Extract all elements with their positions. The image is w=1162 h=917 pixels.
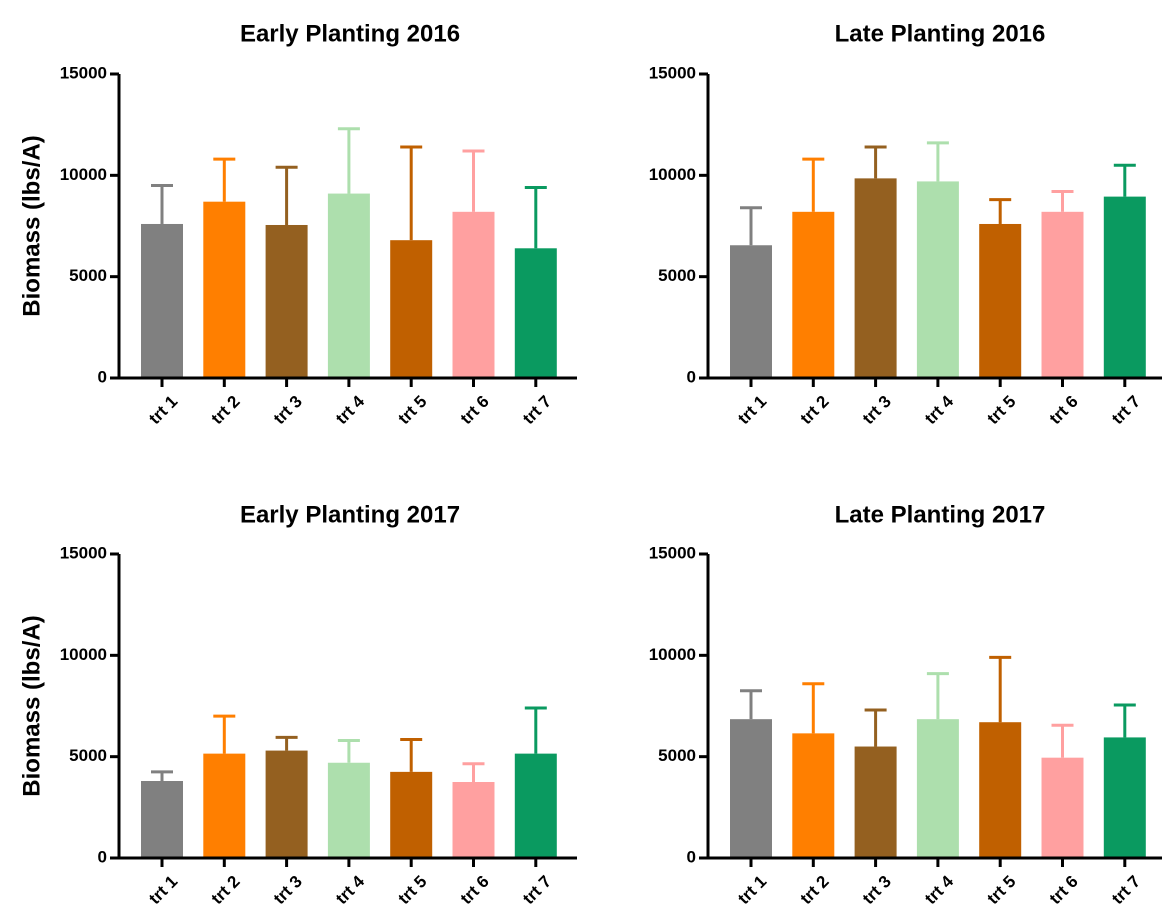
x-tick-label-trt-1: trt 1 [145,872,181,908]
y-tick-label: 0 [687,367,696,386]
y-tick-label: 10000 [649,165,696,184]
x-tick-label-trt-6: trt 6 [457,392,493,428]
x-tick-label-trt-5: trt 5 [983,872,1019,908]
bar-trt-1 [730,719,772,858]
bar-trt-4 [916,719,959,858]
x-tick-label-trt-5: trt 5 [394,392,430,428]
bar-trt-3 [854,178,897,378]
y-axis-label: Biomass (lbs/A) [18,135,45,316]
y-tick-label: 0 [98,847,107,866]
x-tick-label-trt-4: trt 4 [921,871,958,908]
x-tick-label-trt-4: trt 4 [332,871,369,908]
x-tick-label-trt-6: trt 6 [1046,872,1082,908]
x-tick-label-trt-7: trt 7 [519,872,555,908]
y-axis-label: Biomass (lbs/A) [18,615,45,796]
bar-trt-2 [203,201,246,378]
x-tick-label-trt-6: trt 6 [1046,392,1082,428]
bar-trt-7 [1103,737,1146,858]
x-tick-label-trt-4: trt 4 [332,391,369,428]
bar-trt-4 [327,193,370,378]
bar-trt-5 [390,771,433,858]
bar-trt-3 [265,750,308,858]
x-tick-label-trt-2: trt 2 [796,872,832,908]
y-tick-label: 10000 [649,645,696,664]
y-tick-label: 15000 [649,543,696,562]
x-tick-label-trt-2: trt 2 [207,872,243,908]
chart-title: Late Planting 2017 [835,501,1046,528]
bar-trt-4 [916,181,959,378]
y-tick-label: 10000 [60,165,107,184]
x-tick-label-trt-3: trt 3 [270,392,306,428]
bar-trt-6 [452,782,495,858]
chart-title: Early Planting 2016 [240,20,460,47]
bar-trt-5 [979,223,1022,378]
bar-trt-1 [141,780,183,858]
chart-panel-early-2017: Early Planting 2017 Biomass (lbs/A) 0 5000 1… [18,501,577,908]
x-tick-label-trt-4: trt 4 [921,391,958,428]
chart-panel-late-2016: Late Planting 2016 0 5000 10000 15000 trt 1 tr… [649,20,1162,428]
x-tick-label-trt-1: trt 1 [734,872,770,908]
x-tick-label-trt-2: trt 2 [796,392,832,428]
x-tick-label-trt-5: trt 5 [983,392,1019,428]
bar-trt-6 [452,211,495,378]
y-tick-label: 5000 [658,266,696,285]
bar-trt-5 [390,240,433,378]
bar-trt-6 [1041,211,1084,378]
chart-title: Early Planting 2017 [240,501,460,528]
y-tick-label: 15000 [60,543,107,562]
bar-trt-5 [979,722,1022,858]
chart-panel-late-2017: Late Planting 2017 0 5000 10000 15000 trt 1 tr… [649,501,1162,908]
bar-trt-7 [514,248,557,378]
chart-title: Late Planting 2016 [835,20,1046,47]
bar-trt-2 [203,753,246,858]
bar-trt-1 [141,223,183,378]
x-tick-label-trt-3: trt 3 [859,872,895,908]
bar-trt-6 [1041,757,1084,858]
y-tick-label: 15000 [60,63,107,82]
x-tick-label-trt-5: trt 5 [394,872,430,908]
x-tick-label-trt-1: trt 1 [145,392,181,428]
bar-trt-2 [792,733,835,858]
x-tick-label-trt-3: trt 3 [270,872,306,908]
x-tick-label-trt-3: trt 3 [859,392,895,428]
y-tick-label: 15000 [649,63,696,82]
bar-trt-3 [854,746,897,858]
bar-trt-4 [327,762,370,858]
y-tick-label: 5000 [69,266,107,285]
y-tick-label: 5000 [658,746,696,765]
bar-trt-1 [730,245,772,378]
y-tick-label: 10000 [60,645,107,664]
chart-panel-early-2016: Early Planting 2016 Biomass (lbs/A) 0 5000 1… [18,20,577,428]
bar-trt-7 [1103,196,1146,378]
x-tick-label-trt-7: trt 7 [519,392,555,428]
x-tick-label-trt-1: trt 1 [734,392,770,428]
x-tick-label-trt-7: trt 7 [1108,392,1144,428]
y-tick-label: 0 [98,367,107,386]
bar-trt-7 [514,753,557,858]
x-tick-label-trt-6: trt 6 [457,872,493,908]
x-tick-label-trt-2: trt 2 [207,392,243,428]
x-tick-label-trt-7: trt 7 [1108,872,1144,908]
bar-trt-2 [792,211,835,378]
y-tick-label: 5000 [69,746,107,765]
bar-trt-3 [265,224,308,378]
y-tick-label: 0 [687,847,696,866]
